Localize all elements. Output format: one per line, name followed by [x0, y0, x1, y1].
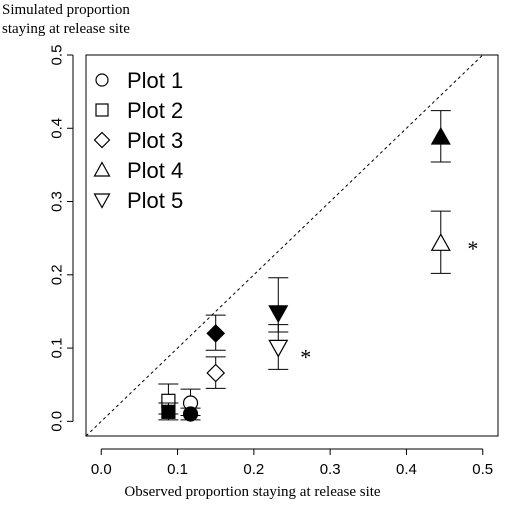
legend-plot-3-symbol	[93, 131, 111, 149]
data-point-triangle-down-filled	[268, 305, 289, 324]
y-tick-label: 0.3	[49, 191, 66, 212]
plot-frame	[85, 54, 499, 437]
y-axis-label-line-1: Simulated proportion	[2, 2, 130, 18]
legend-plot-4-symbol	[93, 161, 111, 177]
legend-plot-1-symbol	[95, 73, 109, 87]
y-axis-label-line-2: staying at release site	[2, 21, 130, 37]
legend-plot-2-label: Plot 2	[127, 98, 183, 123]
x-tick-label: 0.5	[472, 461, 493, 478]
y-tick-label: 0.4	[49, 118, 66, 139]
legend-plot-3-label: Plot 3	[127, 128, 183, 153]
legend-plot-5-label: Plot 5	[127, 188, 183, 213]
x-tick-label: 0.0	[91, 461, 112, 478]
x-tick-label: 0.3	[320, 461, 341, 478]
y-tick-label: 0.0	[49, 411, 66, 432]
data-point-diamond-open	[206, 363, 226, 383]
data-point-square-filled	[161, 404, 176, 419]
legend-plot-5-symbol	[93, 193, 111, 209]
legend-plot-2-symbol	[95, 103, 109, 117]
y-tick-label: 0.2	[49, 264, 66, 285]
x-axis-label: Observed proportion staying at release s…	[124, 484, 381, 500]
data-point-triangle-down-open	[268, 339, 289, 358]
data-point-diamond-filled	[206, 324, 226, 343]
data-point-triangle-up-filled	[430, 126, 451, 145]
y-tick-label: 0.1	[49, 338, 66, 359]
legend-plot-1-label: Plot 1	[127, 68, 183, 93]
significance-asterisk: *	[300, 344, 311, 369]
x-tick-label: 0.4	[396, 461, 417, 478]
x-tick-label: 0.2	[243, 461, 264, 478]
y-tick-label: 0.5	[49, 45, 66, 66]
x-tick-label: 0.1	[167, 461, 188, 478]
identity-reference-line	[85, 54, 484, 437]
significance-asterisk: *	[467, 236, 478, 261]
data-point-circle-filled	[182, 406, 199, 422]
legend-plot-4-label: Plot 4	[127, 158, 183, 183]
data-point-triangle-up-open	[430, 233, 451, 251]
